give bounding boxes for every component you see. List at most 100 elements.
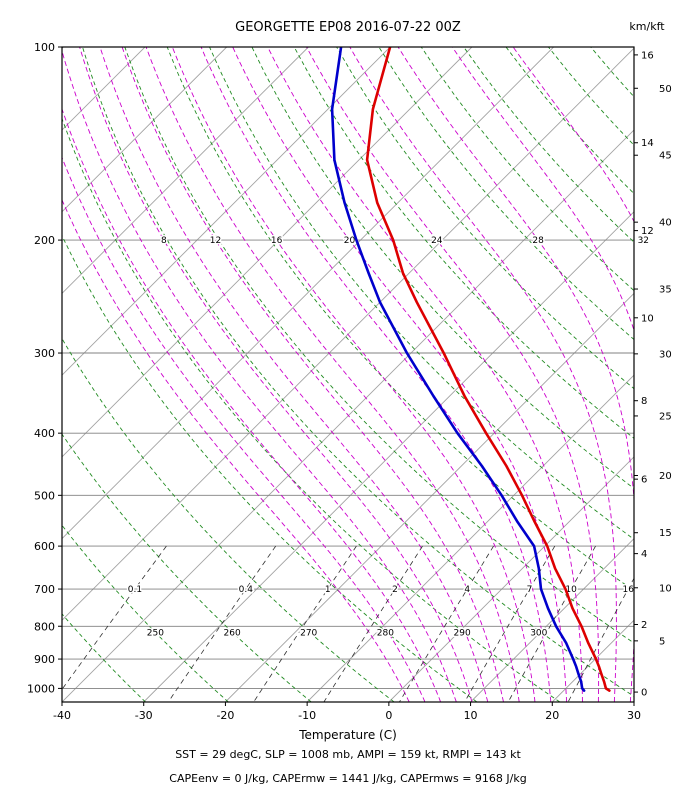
mixing-ratio-label: 4 [464,585,470,595]
km-tick-label: 10 [641,313,654,324]
x-tick-label: 0 [385,709,392,722]
moist-adiabat-line [80,47,472,702]
dry-adiabat-line [0,47,63,702]
km-tick-label: 16 [641,50,654,61]
dry-adiabat-line [83,47,643,702]
dry-adiabat-label: 270 [300,628,317,638]
pressure-lines [62,47,634,688]
x-tick-label: 10 [464,709,478,722]
pressure-tick-label: 900 [34,653,55,666]
kft-tick-label: 40 [659,218,672,229]
moist-adiabat-line [201,47,551,702]
dry-adiabat-line [506,47,700,702]
moist-adiabat-label: 24 [431,236,443,246]
kft-tick-label: 45 [659,151,672,162]
chart-title: GEORGETTE EP08 2016-07-22 00Z [235,20,461,35]
x-tick-label: 20 [545,709,559,722]
dry-adiabat-label: 280 [377,628,394,638]
dry-adiabat-line [125,47,700,702]
km-tick-label: 14 [641,138,654,149]
km-tick-label: 2 [641,620,647,631]
mixing-ratio-line [168,546,276,702]
moist-adiabat-label: 12 [210,236,221,246]
moist-adiabat-label: 28 [532,236,544,246]
kft-tick-label: 15 [659,528,672,539]
isotherm-line [225,47,700,702]
pressure-tick-label: 300 [34,347,55,360]
isotherm-line [552,47,700,702]
kft-tick-label: 20 [659,471,672,482]
kft-tick-label: 50 [659,84,672,95]
isotherm-lines [0,47,700,702]
mixing-ratio-line [254,546,357,702]
kft-tick-label: 25 [659,411,672,422]
isotherm-line [0,47,390,702]
moist-adiabat-line [268,47,583,702]
isotherm-line [0,47,63,702]
pressure-tick-label: 100 [34,41,55,54]
mixing-ratio-line [324,546,423,702]
moist-adiabat-line [233,47,567,702]
pressure-tick-label: 700 [34,583,55,596]
mixing-ratio-line [399,546,493,702]
pressure-tick-label: 600 [34,540,55,553]
pressure-tick-label: 1000 [27,682,55,695]
footer-line-2: CAPEenv = 0 J/kg, CAPErmw = 1441 J/kg, C… [169,772,526,785]
x-tick-label: 30 [627,709,641,722]
pressure-tick-label: 500 [34,489,55,502]
moist-adiabat-line [61,47,457,702]
x-tick-label: -10 [298,709,316,722]
sounding-profiles [332,47,609,691]
x-tick-label: -20 [216,709,234,722]
pressure-tick-label: 800 [34,620,55,633]
kft-tick-label: 35 [659,285,672,296]
dry-adiabat-label: 290 [454,628,471,638]
moist-adiabat-label: 8 [161,236,167,246]
dry-adiabat-label: 260 [224,628,241,638]
dry-adiabat-lines [0,47,700,702]
footer-line-1: SST = 29 degC, SLP = 1008 mb, AMPI = 159… [175,748,521,761]
mixing-ratio-label: 1 [325,585,331,595]
mixing-ratio-label: 0.1 [128,585,142,595]
moist-adiabat-line [100,47,488,702]
mixing-ratio-label: 2 [392,585,398,595]
dry-adiabat-line [464,47,700,702]
right-axis-title: km/kft [629,20,665,33]
moist-adiabat-label: 16 [271,236,283,246]
x-axis-label: Temperature (C) [298,728,397,742]
moist-adiabat-label: 20 [344,236,356,246]
moist-adiabat-line [398,47,636,702]
x-tick-label: -40 [53,709,71,722]
x-tick-label: -30 [135,709,153,722]
pressure-tick-label: 400 [34,427,55,440]
moist-adiabat-lines [11,47,683,702]
dry-adiabat-line [40,47,560,702]
dry-adiabat-label: 250 [147,628,164,638]
moist-adiabat-label: 32 [638,236,649,246]
isotherm-line [0,47,472,702]
dry-adiabat-line [0,47,311,702]
dry-adiabat-line [0,47,228,702]
isotherm-line [0,47,145,702]
isotherm-line [0,47,554,702]
mixing-ratio-label: 16 [622,585,634,595]
moist-adiabat-line [513,47,683,702]
km-tick-label: 6 [641,475,647,486]
dry-adiabat-label: 300 [530,628,547,638]
kft-tick-label: 10 [659,583,672,594]
dry-adiabat-line [421,47,700,702]
isotherm-line [0,47,227,702]
mixing-ratio-label: 0.4 [239,585,254,595]
mixing-ratio-label: 7 [527,585,533,595]
dry-adiabat-line [675,47,700,702]
dry-adiabat-line [294,47,700,702]
dry-adiabat-line [0,47,146,702]
mixing-ratio-lines [53,546,652,702]
moist-adiabat-line [122,47,503,702]
km-tick-label: 0 [641,688,647,699]
moist-adiabat-line [452,47,658,702]
dry-adiabat-line [252,47,700,702]
km-tick-label: 12 [641,226,654,237]
